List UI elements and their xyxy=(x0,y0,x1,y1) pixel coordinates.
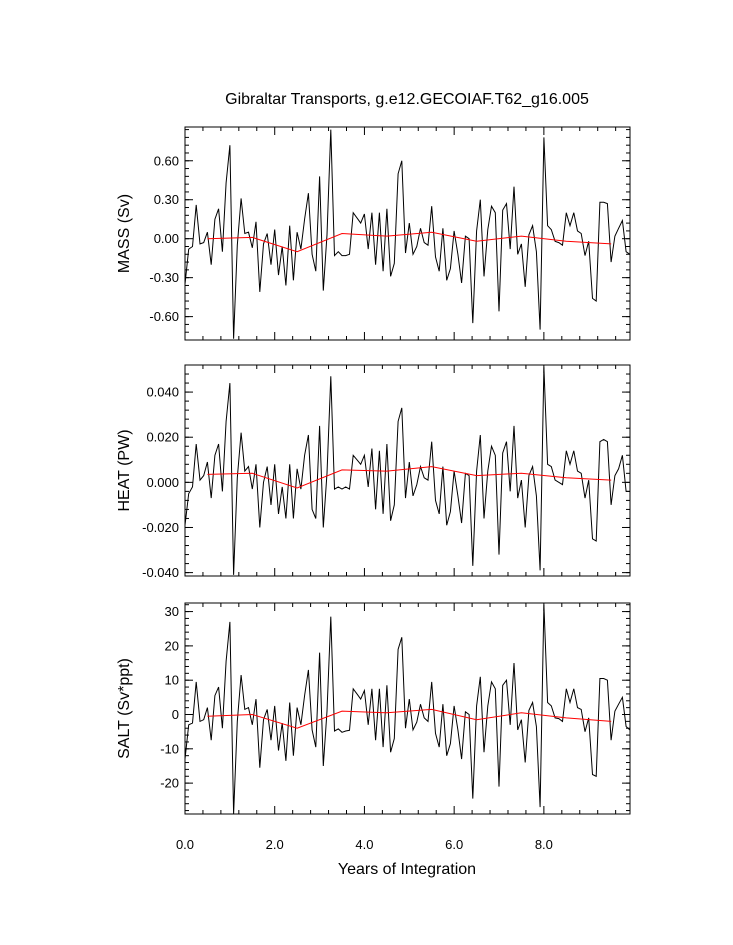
heat-y-tick-label: 0.020 xyxy=(146,430,179,445)
mass-y-axis-label: MASS (Sv) xyxy=(116,194,133,273)
mass-y-tick-label: 0.60 xyxy=(154,153,179,168)
heat-y-tick-label: -0.020 xyxy=(142,520,179,535)
heat-monthly-line xyxy=(184,367,630,575)
mass-y-tick-label: -0.60 xyxy=(149,309,179,324)
salt-y-tick-label: 10 xyxy=(165,673,179,688)
x-tick-label: 2.0 xyxy=(266,837,284,852)
x-axis-tick-labels: 0.0 2.0 4.0 6.0 8.0 xyxy=(176,837,553,852)
salt-y-tick-label: -20 xyxy=(160,776,179,791)
x-axis-label: Years of Integration xyxy=(338,861,476,878)
heat-y-tick-label: 0.040 xyxy=(146,385,179,400)
salt-y-tick-label: 20 xyxy=(165,638,179,653)
heat-panel-frame xyxy=(184,364,631,577)
salt-monthly-line xyxy=(184,604,631,815)
x-tick-label: 0.0 xyxy=(176,837,194,852)
heat-y-axis-label: HEAT (PW) xyxy=(116,429,133,511)
salt-y-tick-label: -10 xyxy=(160,741,179,756)
heat-annual-line xyxy=(207,466,612,489)
x-tick-label: 4.0 xyxy=(355,837,373,852)
heat-y-tick-label: -0.040 xyxy=(142,565,179,580)
salt-panel: SALT (Sv*ppt) 30 20 10 0 -10 -20 xyxy=(116,602,631,815)
salt-y-tick-label: 0 xyxy=(172,707,179,722)
mass-panel: MASS (Sv) 0.60 0.30 0.00 -0.30 -0.60 xyxy=(116,126,631,341)
salt-y-axis-label: SALT (Sv*ppt) xyxy=(116,658,133,759)
heat-y-tick-label: 0.000 xyxy=(146,475,179,490)
mass-y-tick-label: 0.00 xyxy=(154,231,179,246)
x-tick-label: 8.0 xyxy=(535,837,553,852)
salt-y-tick-label: 30 xyxy=(165,604,179,619)
heat-panel: HEAT (PW) 0.040 0.020 0.000 -0.020 -0.040 xyxy=(116,364,631,580)
mass-panel-frame xyxy=(184,126,631,341)
mass-y-tick-label: 0.30 xyxy=(154,192,179,207)
mass-y-tick-label: -0.30 xyxy=(149,270,179,285)
mass-monthly-line xyxy=(184,129,631,339)
mass-annual-line xyxy=(207,231,612,253)
salt-panel-frame xyxy=(184,602,631,815)
x-tick-label: 6.0 xyxy=(445,837,463,852)
salt-annual-line xyxy=(207,708,612,729)
chart-title: Gibraltar Transports, g.e12.GECOIAF.T62_… xyxy=(225,91,589,108)
